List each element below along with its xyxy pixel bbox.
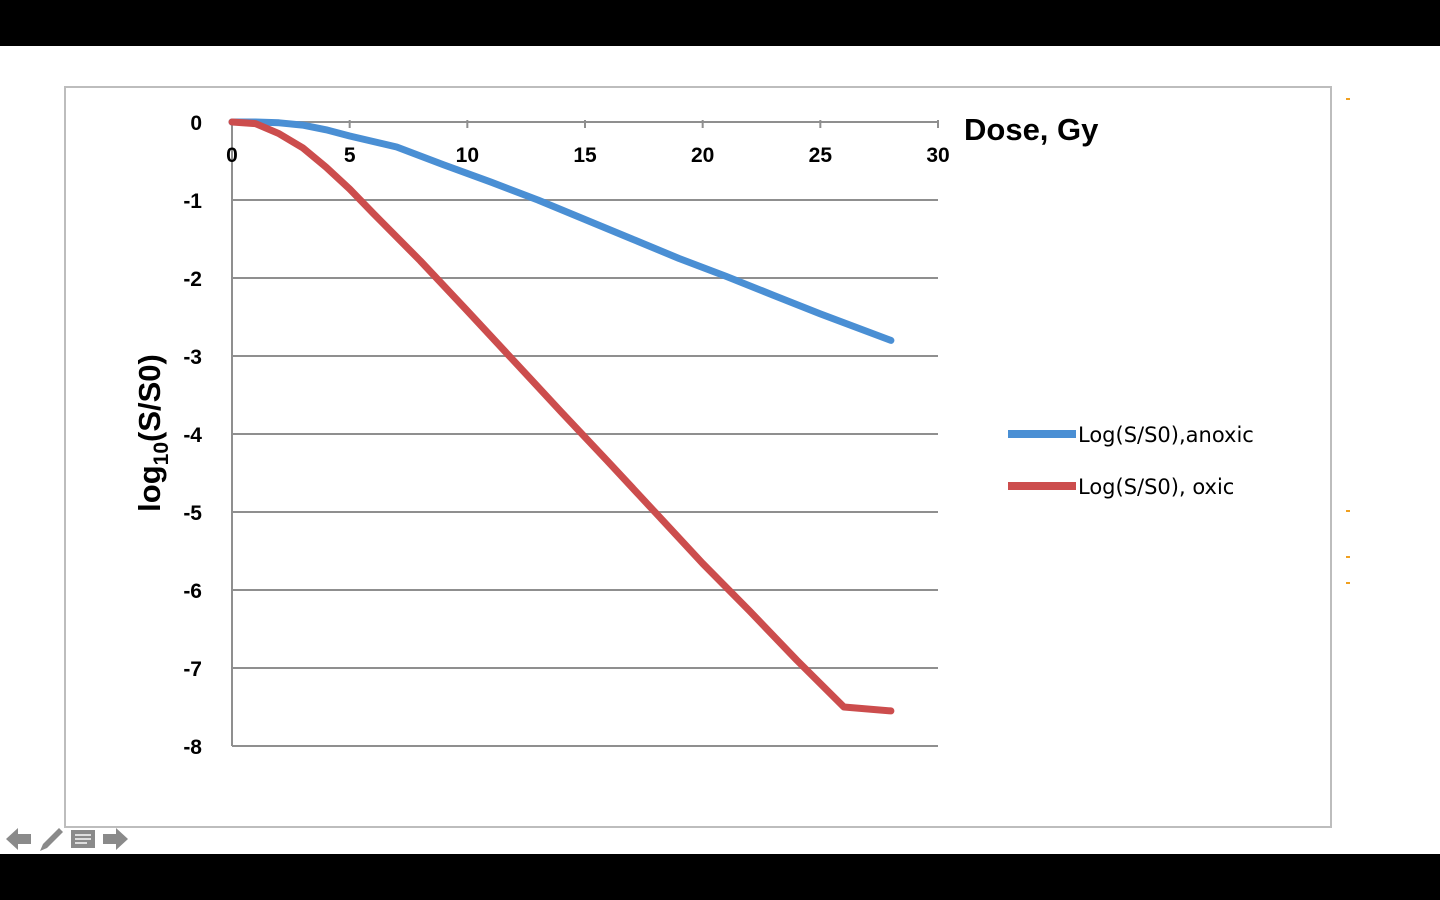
- y-tick-label: -3: [183, 346, 202, 369]
- pen-icon[interactable]: [36, 824, 66, 854]
- axes: 0 -1 -2 -3 -4 -5 -6 -7 -8 0 5 10 15 20 25 30: [183, 112, 949, 759]
- x-axis-title: Dose, Gy: [964, 112, 1099, 147]
- slide-menu-icon[interactable]: [68, 824, 98, 854]
- series-line-oxic: [228, 118, 895, 715]
- y-tick-label: -6: [183, 580, 202, 603]
- edge-mark: [1346, 98, 1350, 100]
- y-tick-label: -5: [183, 502, 202, 525]
- series-lines: [228, 118, 895, 715]
- series-line-anoxic: [228, 118, 895, 344]
- chart-frame: 0 -1 -2 -3 -4 -5 -6 -7 -8 0 5 10 15 20 25 30 Dose, Gy l…: [64, 86, 1332, 828]
- x-tick-label: 0: [226, 144, 238, 167]
- y-tick-label: -4: [183, 424, 202, 447]
- x-tick-label: 10: [456, 144, 479, 167]
- y-tick-label: -2: [183, 268, 202, 291]
- x-tick-label: 15: [573, 144, 597, 167]
- x-tick-label: 5: [344, 144, 356, 167]
- y-tick-label: -8: [183, 736, 202, 759]
- y-axis-title: log10(S/S0): [132, 354, 173, 512]
- presentation-controls: [4, 824, 130, 854]
- legend-label-anoxic: Log(S/S0),anoxic: [1078, 423, 1254, 447]
- edge-mark: [1346, 582, 1350, 584]
- y-tick-label: -1: [183, 190, 202, 213]
- gridlines: [232, 199, 938, 747]
- edge-mark: [1346, 556, 1350, 558]
- legend: Log(S/S0),anoxic Log(S/S0), oxic: [1008, 423, 1254, 499]
- x-tick-label: 30: [926, 144, 949, 167]
- previous-arrow-icon[interactable]: [4, 824, 34, 854]
- legend-label-oxic: Log(S/S0), oxic: [1078, 475, 1234, 499]
- line-chart: 0 -1 -2 -3 -4 -5 -6 -7 -8 0 5 10 15 20 25 30 Dose, Gy l…: [132, 112, 1254, 759]
- edge-mark: [1346, 510, 1350, 512]
- y-tick-label: 0: [190, 112, 202, 135]
- next-arrow-icon[interactable]: [100, 824, 130, 854]
- x-tick-label: 20: [691, 144, 714, 167]
- y-tick-label: -7: [183, 658, 202, 681]
- x-tick-label: 25: [809, 144, 833, 167]
